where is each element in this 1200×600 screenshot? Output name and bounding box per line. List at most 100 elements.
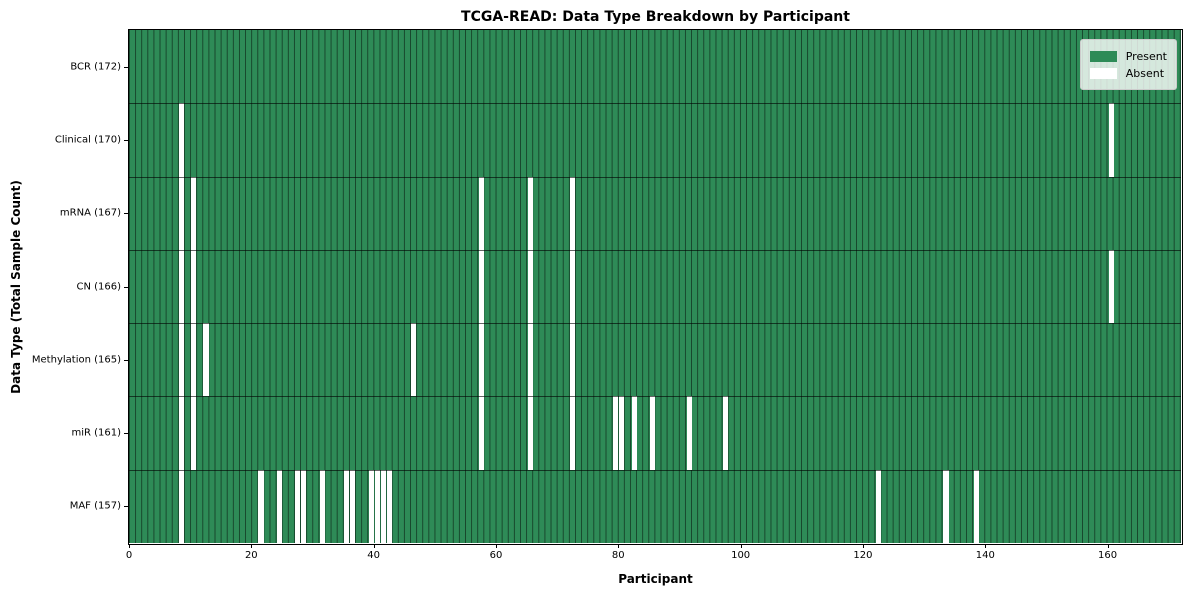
- heatmap-row-clinical: [129, 103, 1181, 177]
- chart-title: TCGA-READ: Data Type Breakdown by Partic…: [461, 9, 850, 25]
- absent-cell-mrna-p57: [478, 176, 484, 250]
- absent-cell-clinical-p8: [178, 103, 185, 177]
- absent-cell-maf-p31: [319, 469, 325, 543]
- absent-cell-maf-p42: [386, 469, 392, 543]
- absent-cell-methylation-p57: [478, 323, 484, 397]
- absent-cell-mir-p97: [723, 396, 729, 470]
- absent-cell-cn-p57: [478, 249, 484, 324]
- row-separator: [129, 249, 1181, 251]
- absent-cell-maf-p122: [876, 469, 882, 543]
- x-axis-label: Participant: [618, 572, 693, 586]
- x-tick-label-140: 140: [975, 550, 995, 561]
- x-tick-mark: [495, 544, 497, 548]
- y-tick-mark: [124, 139, 128, 141]
- absent-cell-mir-p72: [570, 396, 576, 470]
- y-tick-mark: [124, 359, 128, 361]
- x-tick-label-100: 100: [731, 550, 751, 561]
- heatmap-row-mrna: [129, 176, 1181, 250]
- row-separator: [129, 469, 1181, 471]
- row-separator: [129, 396, 1181, 398]
- absent-cell-maf-p40: [374, 469, 380, 543]
- absent-cell-mrna-p10: [191, 176, 197, 250]
- row-separator: [129, 176, 1181, 178]
- absent-cell-mir-p80: [619, 396, 625, 470]
- absent-cell-cn-p8: [178, 249, 185, 324]
- legend: Present Absent: [1079, 39, 1177, 90]
- y-tick-label-clinical: Clinical (170): [54, 134, 121, 146]
- absent-cell-cn-p160: [1108, 249, 1114, 324]
- y-tick-label-mir: miR (161): [71, 427, 121, 439]
- y-tick-mark: [124, 506, 128, 508]
- absent-cell-mir-p79: [613, 396, 619, 470]
- absent-cell-maf-p41: [380, 469, 386, 543]
- absent-cell-maf-p24: [276, 469, 282, 543]
- absent-cell-mir-p10: [191, 396, 197, 470]
- absent-cell-clinical-p160: [1108, 103, 1114, 177]
- heatmap-row-mir: [129, 396, 1181, 470]
- row-separator: [129, 323, 1181, 325]
- x-tick-mark: [740, 544, 742, 548]
- absent-cell-mrna-p8: [178, 176, 185, 250]
- y-tick-label-bcr: BCR (172): [70, 61, 121, 73]
- y-tick-mark: [124, 213, 128, 215]
- legend-absent-label: Absent: [1125, 66, 1165, 80]
- x-tick-mark: [373, 544, 375, 548]
- absent-cell-mir-p85: [649, 396, 655, 470]
- absent-cell-methylation-p65: [527, 323, 533, 397]
- absent-cell-mrna-p72: [570, 176, 576, 250]
- legend-present-label: Present: [1125, 49, 1167, 63]
- x-tick-label-40: 40: [367, 550, 381, 561]
- x-tick-mark: [862, 544, 864, 548]
- legend-present-swatch: [1089, 50, 1117, 62]
- legend-entry-present: Present: [1089, 49, 1167, 63]
- absent-cell-mir-p82: [631, 396, 637, 470]
- absent-cell-maf-p36: [350, 469, 356, 543]
- x-tick-mark: [618, 544, 620, 548]
- y-axis-label: Data Type (Total Sample Count): [9, 180, 23, 394]
- y-tick-label-maf: MAF (157): [69, 500, 121, 512]
- x-tick-mark: [251, 544, 253, 548]
- absent-cell-maf-p28: [301, 469, 307, 543]
- y-tick-label-cn: CN (166): [76, 281, 121, 292]
- y-tick-mark: [124, 286, 128, 288]
- heatmap-row-cn: [129, 249, 1181, 324]
- absent-cell-maf-p8: [178, 469, 185, 543]
- absent-cell-maf-p35: [344, 469, 350, 543]
- x-tick-label-20: 20: [244, 550, 258, 561]
- absent-cell-cn-p65: [527, 249, 533, 324]
- y-tick-label-mrna: mRNA (167): [59, 207, 121, 219]
- legend-entry-absent: Absent: [1089, 66, 1167, 80]
- x-tick-label-80: 80: [611, 550, 625, 561]
- y-tick-mark: [124, 433, 128, 435]
- absent-cell-maf-p138: [974, 469, 980, 543]
- absent-cell-methylation-p10: [191, 323, 197, 397]
- x-tick-label-120: 120: [853, 550, 873, 561]
- absent-cell-mir-p65: [527, 396, 533, 470]
- absent-cell-maf-p39: [368, 469, 374, 543]
- absent-cell-maf-p27: [295, 469, 301, 543]
- x-tick-label-60: 60: [489, 550, 503, 561]
- absent-cell-mrna-p65: [527, 176, 533, 250]
- row-separator: [129, 103, 1181, 105]
- absent-cell-mir-p8: [178, 396, 185, 470]
- absent-cell-maf-p21: [258, 469, 264, 543]
- absent-cell-mir-p91: [686, 396, 692, 470]
- x-tick-label-160: 160: [1098, 550, 1118, 561]
- heatmap-row-maf: [129, 469, 1181, 543]
- absent-cell-methylation-p8: [178, 323, 185, 397]
- plot-area: Present Absent: [129, 30, 1181, 543]
- legend-absent-swatch: [1089, 67, 1117, 79]
- x-tick-mark: [1107, 544, 1109, 548]
- x-tick-mark: [129, 544, 130, 548]
- absent-cell-cn-p10: [191, 249, 197, 324]
- absent-cell-methylation-p12: [203, 323, 209, 397]
- absent-cell-methylation-p46: [411, 323, 417, 397]
- absent-cell-mir-p57: [478, 396, 484, 470]
- y-tick-mark: [124, 66, 128, 68]
- y-tick-label-methylation: Methylation (165): [31, 354, 121, 366]
- absent-cell-maf-p133: [943, 469, 949, 543]
- absent-cell-cn-p72: [570, 249, 576, 324]
- heatmap-row-methylation: [129, 323, 1181, 397]
- x-tick-mark: [985, 544, 987, 548]
